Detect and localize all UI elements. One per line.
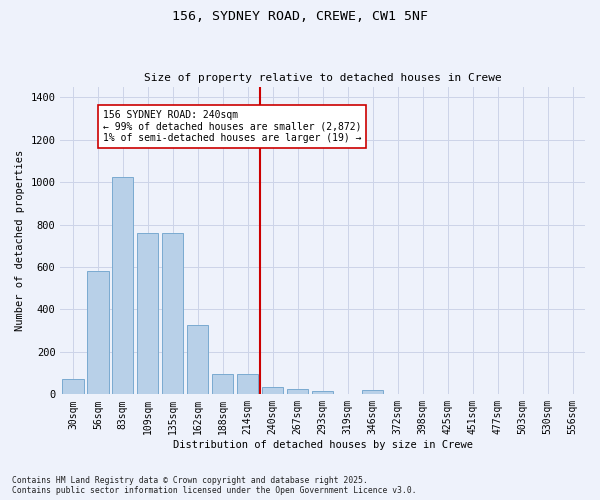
Text: Contains HM Land Registry data © Crown copyright and database right 2025.
Contai: Contains HM Land Registry data © Crown c…: [12, 476, 416, 495]
Bar: [62, 380, 83, 394]
Y-axis label: Number of detached properties: Number of detached properties: [15, 150, 25, 331]
Bar: [362, 390, 383, 394]
Bar: [187, 326, 208, 394]
Title: Size of property relative to detached houses in Crewe: Size of property relative to detached ho…: [144, 73, 502, 83]
Bar: [237, 374, 259, 394]
Text: 156, SYDNEY ROAD, CREWE, CW1 5NF: 156, SYDNEY ROAD, CREWE, CW1 5NF: [172, 10, 428, 23]
Bar: [312, 391, 334, 394]
X-axis label: Distribution of detached houses by size in Crewe: Distribution of detached houses by size …: [173, 440, 473, 450]
Bar: [287, 389, 308, 394]
Bar: [87, 271, 109, 394]
Bar: [137, 233, 158, 394]
Bar: [112, 177, 133, 394]
Bar: [212, 374, 233, 394]
Bar: [162, 233, 184, 394]
Bar: [262, 387, 283, 394]
Text: 156 SYDNEY ROAD: 240sqm
← 99% of detached houses are smaller (2,872)
1% of semi-: 156 SYDNEY ROAD: 240sqm ← 99% of detache…: [103, 110, 361, 143]
